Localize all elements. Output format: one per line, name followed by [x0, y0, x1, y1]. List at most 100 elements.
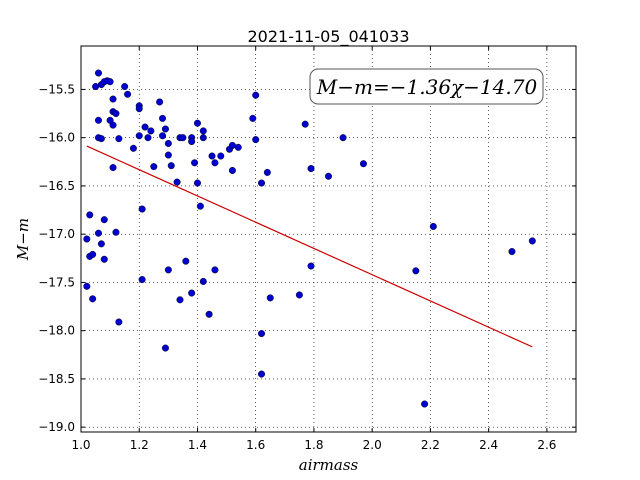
axis-ticks: 1.0 1.2 1.4 1.6 1.8 2.0 2.2 2.4 2.6 −15.5 −16.0 −16…	[38, 46, 576, 452]
data-points	[83, 69, 536, 408]
data-point	[258, 330, 266, 338]
data-point	[508, 248, 516, 256]
data-point	[179, 134, 187, 142]
data-point	[164, 151, 172, 159]
x-axis-label: airmass	[299, 456, 359, 474]
data-point	[211, 159, 219, 167]
x-tick-label: 2.6	[537, 438, 556, 452]
data-point	[83, 282, 91, 290]
data-point	[94, 69, 102, 77]
data-point	[164, 139, 172, 147]
data-point	[86, 211, 94, 219]
data-point	[412, 267, 420, 275]
data-point	[144, 134, 152, 142]
data-point	[199, 277, 207, 285]
data-point	[100, 216, 108, 224]
data-point	[112, 110, 120, 118]
x-tick-label: 1.4	[188, 438, 207, 452]
data-point	[176, 296, 184, 304]
data-point	[159, 132, 167, 140]
data-point	[258, 179, 266, 187]
data-point	[129, 144, 137, 152]
data-point	[161, 125, 169, 133]
data-point	[115, 135, 123, 143]
data-point	[228, 166, 236, 174]
data-point	[325, 172, 333, 180]
data-point	[115, 318, 123, 326]
plot-frame	[80, 45, 577, 433]
data-point	[135, 132, 143, 140]
x-tick-label: 1.6	[246, 438, 265, 452]
data-point	[258, 370, 266, 378]
data-point	[112, 228, 120, 236]
annotation-text: M−m=−1.36χ−14.70	[316, 75, 538, 99]
data-point	[252, 91, 260, 99]
y-tick-label: −15.5	[38, 82, 75, 96]
data-point	[191, 159, 199, 167]
data-point	[161, 344, 169, 352]
data-point	[164, 266, 172, 274]
data-point	[295, 291, 303, 299]
y-axis-label: M−m	[14, 218, 32, 261]
data-point	[193, 119, 201, 127]
data-point	[528, 237, 536, 245]
data-point	[167, 162, 175, 170]
data-point	[106, 78, 114, 86]
data-point	[188, 138, 196, 146]
fit-equation-annotation: M−m=−1.36χ−14.70	[309, 68, 544, 105]
data-point	[205, 310, 213, 318]
data-point	[89, 250, 97, 258]
data-point	[199, 127, 207, 135]
data-point	[138, 205, 146, 213]
x-tick-label: 2.2	[421, 438, 440, 452]
y-tick-label: −18.0	[38, 324, 75, 338]
data-point	[193, 179, 201, 187]
data-point	[97, 135, 105, 143]
data-point	[252, 136, 260, 144]
data-point	[83, 235, 91, 243]
data-point	[199, 134, 207, 142]
data-point	[173, 178, 181, 186]
data-point	[121, 83, 129, 91]
data-point	[156, 98, 164, 106]
data-point	[359, 160, 367, 168]
data-point	[217, 152, 225, 160]
data-point	[159, 114, 167, 122]
x-tick-label: 1.2	[130, 438, 149, 452]
y-tick-label: −16.5	[38, 179, 75, 193]
data-point	[249, 114, 257, 122]
y-tick-label: −18.5	[38, 372, 75, 386]
chart-title: 2021-11-05_041033	[247, 27, 409, 47]
y-tick-label: −17.5	[38, 275, 75, 289]
data-point	[234, 143, 242, 151]
data-point	[211, 266, 219, 274]
y-tick-label: −19.0	[38, 420, 75, 434]
fit-line	[86, 145, 533, 348]
data-point	[196, 202, 204, 210]
data-point	[100, 255, 108, 263]
data-point	[182, 257, 190, 265]
data-point	[97, 240, 105, 248]
data-point	[109, 164, 117, 172]
data-point	[109, 121, 117, 129]
data-point	[228, 141, 236, 149]
data-point	[429, 222, 437, 230]
data-point	[150, 163, 158, 171]
data-point	[138, 276, 146, 284]
x-tick-label: 1.0	[71, 438, 90, 452]
data-point	[263, 168, 271, 176]
data-point	[100, 78, 108, 86]
y-tick-label: −17.0	[38, 227, 75, 241]
data-point	[421, 400, 429, 408]
data-point	[307, 262, 315, 270]
x-tick-label: 2.0	[363, 438, 382, 452]
data-point	[94, 229, 102, 237]
data-point	[92, 83, 100, 91]
fit-line-layer	[86, 145, 533, 348]
data-point	[109, 95, 117, 103]
data-point	[147, 127, 155, 135]
data-point	[208, 152, 216, 160]
data-point	[266, 294, 274, 302]
data-point	[339, 134, 347, 142]
